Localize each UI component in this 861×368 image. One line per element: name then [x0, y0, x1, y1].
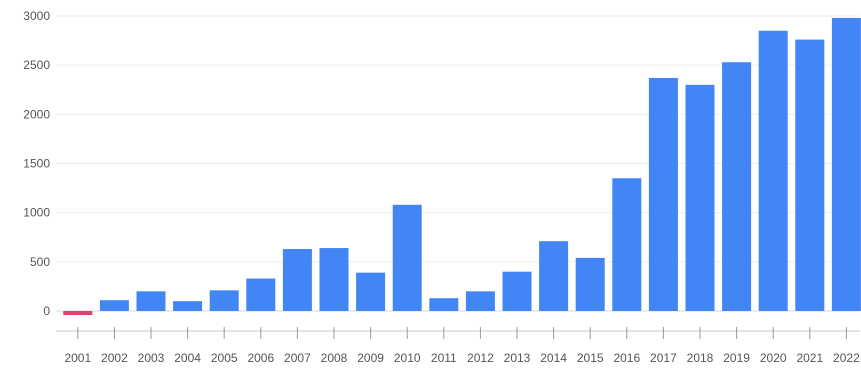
y-axis-tick-labels: 0 500 1000 1500 2000 2500 3000: [23, 9, 50, 318]
x-tick-label-2009: 2009: [357, 351, 384, 365]
x-tick-label-2021: 2021: [796, 351, 823, 365]
y-tick-label-2000: 2000: [23, 107, 50, 121]
bar-2020: [758, 30, 788, 311]
bar-2004: [173, 301, 203, 311]
x-tick-label-2002: 2002: [101, 351, 128, 365]
x-axis: [56, 327, 860, 339]
bar-2008: [319, 248, 349, 311]
bar-2015: [575, 257, 605, 311]
x-tick-label-2010: 2010: [394, 351, 421, 365]
bar-2007: [282, 249, 312, 311]
x-tick-label-2022: 2022: [833, 351, 860, 365]
x-tick-label-2012: 2012: [467, 351, 494, 365]
bar-2002: [99, 300, 129, 311]
y-tick-label-3000: 3000: [23, 9, 50, 23]
bar-2016: [612, 178, 642, 311]
y-tick-label-0: 0: [43, 304, 50, 318]
bar-2006: [246, 278, 276, 311]
gridlines: [56, 15, 860, 312]
x-tick-label-2011: 2011: [431, 351, 457, 365]
x-tick-label-2006: 2006: [247, 351, 274, 365]
y-tick-label-1500: 1500: [23, 157, 50, 171]
bar-2021: [795, 39, 825, 311]
bar-2011: [429, 298, 459, 311]
x-tick-label-2007: 2007: [284, 351, 311, 365]
x-tick-label-2003: 2003: [138, 351, 165, 365]
x-tick-label-2013: 2013: [504, 351, 531, 365]
x-tick-label-2017: 2017: [650, 351, 677, 365]
bar-2017: [648, 77, 678, 311]
bar-2013: [502, 271, 532, 311]
bar-2012: [465, 291, 495, 311]
bar-2003: [136, 291, 166, 311]
bar-2019: [722, 62, 752, 311]
bar-2010: [392, 204, 422, 311]
bars: [63, 17, 861, 315]
x-tick-label-2018: 2018: [687, 351, 714, 365]
bar-2001: [63, 311, 93, 315]
y-tick-label-1000: 1000: [23, 206, 50, 220]
bar-2014: [539, 241, 569, 311]
bar-2022: [831, 17, 861, 311]
x-tick-label-2008: 2008: [321, 351, 348, 365]
x-tick-label-2016: 2016: [613, 351, 640, 365]
bar-2018: [685, 84, 715, 311]
bar-2009: [356, 272, 386, 311]
bar-2005: [209, 290, 239, 311]
x-tick-label-2014: 2014: [540, 351, 567, 365]
x-tick-label-2015: 2015: [577, 351, 604, 365]
x-tick-label-2004: 2004: [174, 351, 201, 365]
x-axis-tick-labels: 2001 2002 2003 2004 2005 2006 2007 2008 2009 2010…: [64, 351, 860, 365]
x-tick-label-2005: 2005: [211, 351, 238, 365]
x-tick-label-2019: 2019: [723, 351, 750, 365]
x-tick-label-2001: 2001: [64, 351, 91, 365]
x-tick-label-2020: 2020: [760, 351, 787, 365]
y-tick-label-2500: 2500: [23, 58, 50, 72]
y-tick-label-500: 500: [30, 255, 50, 269]
